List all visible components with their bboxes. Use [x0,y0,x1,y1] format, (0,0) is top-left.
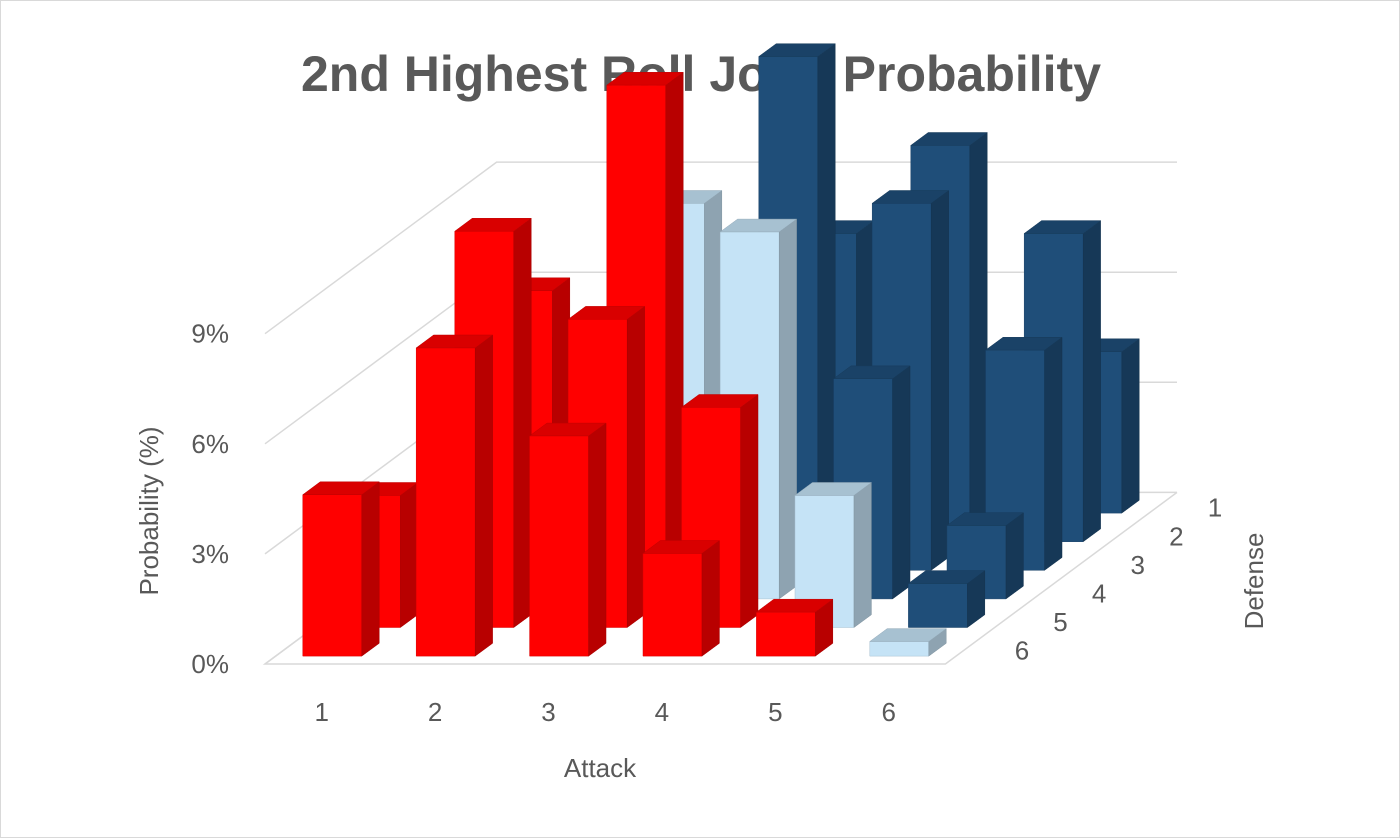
attack-tick-1: 1 [314,697,328,727]
z-tick-9%: 9% [191,319,229,349]
defense-tick-4: 4 [1092,579,1106,609]
bar-attack-6-defense-6 [869,628,947,657]
bar-attack-3-defense-6 [528,422,607,657]
z-axis-title: Probability (%) [134,426,164,595]
bars [302,43,1140,657]
attack-tick-2: 2 [428,697,442,727]
x-axis-title: Attack [564,753,637,783]
chart-title: 2nd Highest Roll Joint Probability [301,46,1101,102]
y-axis-title: Defense [1239,533,1269,630]
bar-attack-1-defense-6 [302,481,380,657]
attack-tick-3: 3 [541,697,555,727]
bar-attack-4-defense-6 [642,540,721,657]
attack-tick-6: 6 [881,697,895,727]
attack-tick-4: 4 [655,697,669,727]
defense-tick-1: 1 [1208,493,1222,523]
attack-tick-5: 5 [768,697,782,727]
z-tick-6%: 6% [191,429,229,459]
bar-attack-2-defense-6 [415,334,494,657]
defense-tick-5: 5 [1053,607,1067,637]
defense-tick-3: 3 [1131,550,1145,580]
defense-tick-6: 6 [1015,636,1029,666]
bar-attack-5-defense-5 [794,482,873,628]
bar-attack-5-defense-6 [755,598,834,657]
defense-tick-2: 2 [1169,521,1183,551]
z-tick-3%: 3% [191,539,229,569]
z-tick-0%: 0% [191,649,229,679]
bar-attack-6-defense-3 [984,336,1063,571]
bar-attack-6-defense-5 [907,570,986,628]
